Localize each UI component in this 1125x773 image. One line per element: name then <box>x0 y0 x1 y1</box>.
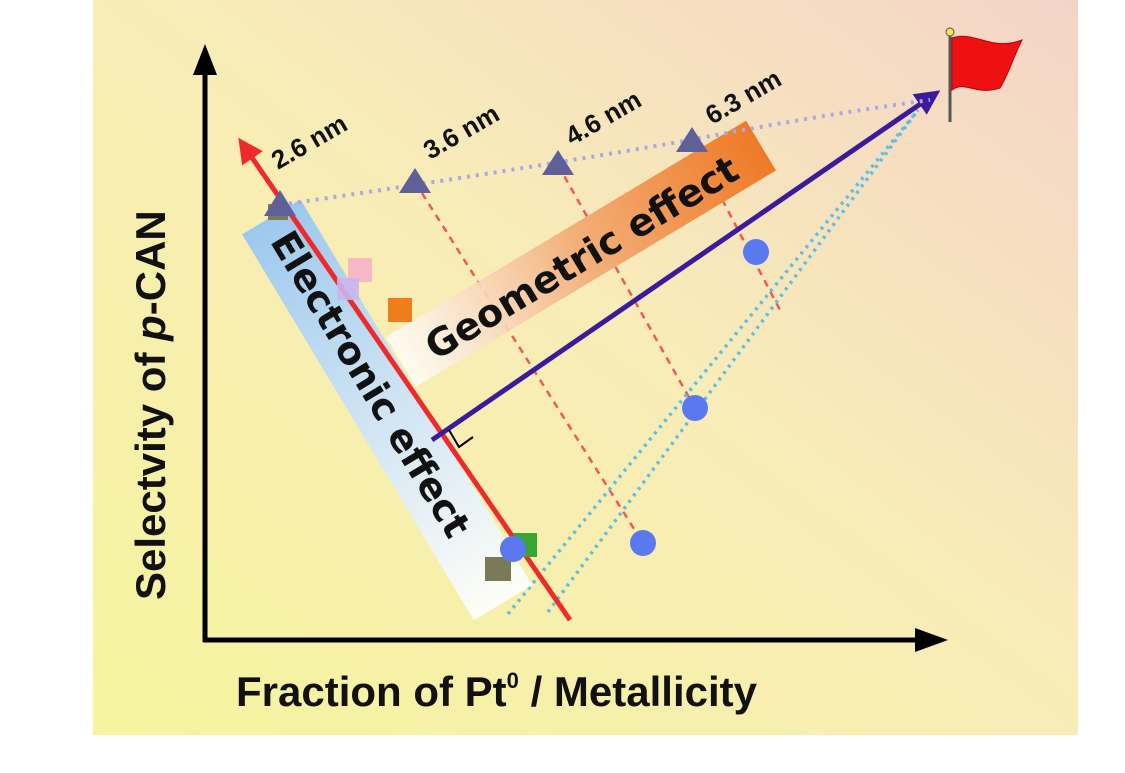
dashed-line-3-6 <box>413 181 645 544</box>
x-axis-label-rest: / Metallicity <box>519 668 758 715</box>
y-axis-label-rest: -CAN <box>127 210 174 315</box>
triangle-6-3 <box>676 127 708 152</box>
y-axis-label-italic: p <box>127 315 174 342</box>
size-trend-line <box>279 98 931 207</box>
y-axis-label: Selectvity of p-CAN <box>127 210 174 600</box>
triangle-4-6 <box>542 150 574 175</box>
red-flag-icon <box>945 27 1024 122</box>
geometric-effect-arrow <box>430 90 941 443</box>
geometric-effect-bg <box>386 120 776 387</box>
circle-6-3 <box>743 239 769 265</box>
triangle-2-6 <box>264 190 296 216</box>
square-orange <box>388 298 412 322</box>
x-axis-arrowhead <box>915 628 948 652</box>
background-panel <box>93 0 1078 735</box>
square-lavender <box>337 278 359 300</box>
circle-4-6 <box>682 395 708 421</box>
y-axis-label-main: Selectvity of <box>127 341 174 600</box>
electronic-effect-bg <box>242 199 533 621</box>
flag-cloth <box>951 35 1024 92</box>
y-axis-arrowhead <box>193 44 217 75</box>
right-angle-marker <box>448 429 474 449</box>
triangle-markers <box>264 127 708 216</box>
flag-pole-knob <box>945 27 955 37</box>
x-axis-label: Fraction of Pt0 / Metallicity <box>236 668 758 715</box>
x-axis-label-main: Fraction of Pt <box>236 668 507 715</box>
triangle-3-6 <box>399 168 431 193</box>
x-axis-label-sup: 0 <box>507 668 519 693</box>
square-olive <box>485 557 511 581</box>
circle-2-6 <box>500 536 526 562</box>
circle-markers <box>500 239 769 562</box>
axes <box>193 44 948 652</box>
circle-3-6 <box>630 530 656 556</box>
